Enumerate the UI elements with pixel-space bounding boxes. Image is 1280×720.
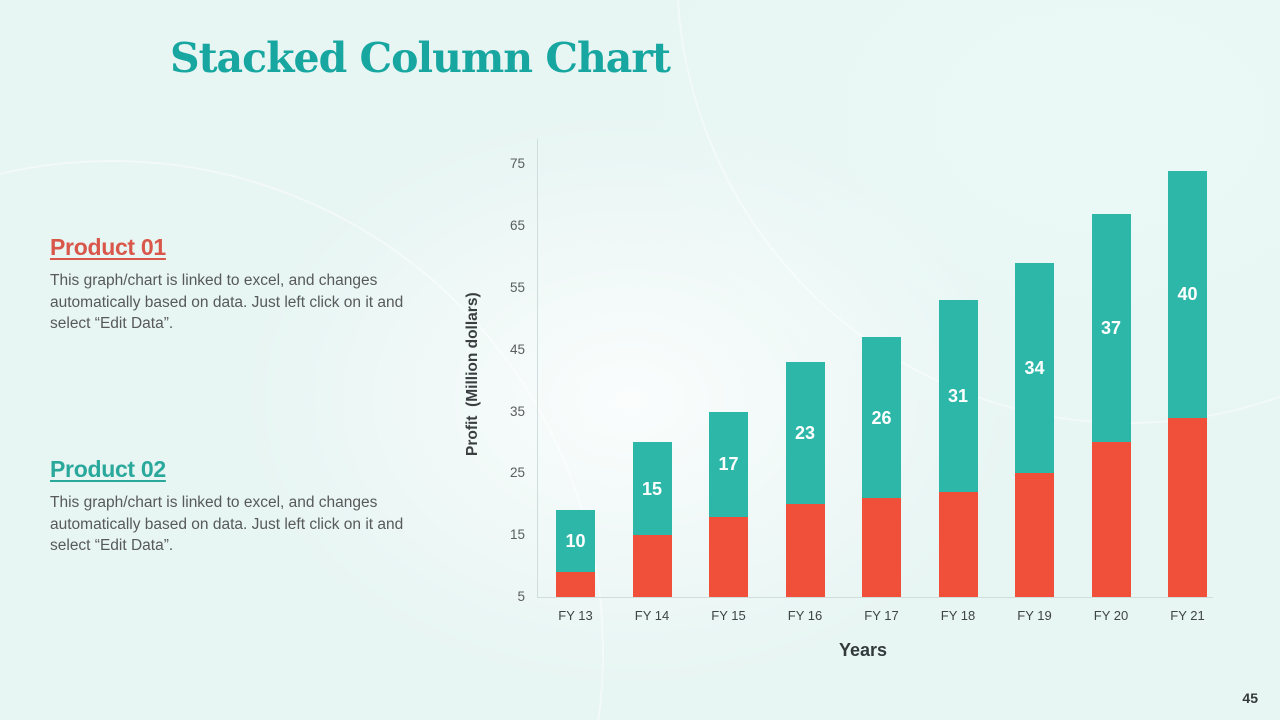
data-label: 34 — [1024, 358, 1045, 379]
y-tick-label: 5 — [517, 589, 525, 604]
category-label: FY 17 — [864, 608, 899, 623]
product-01-description: This graph/chart is linked to excel, and… — [50, 272, 404, 332]
category-label: FY 14 — [634, 608, 670, 623]
x-axis-line — [537, 597, 1213, 598]
data-label: 15 — [641, 478, 663, 499]
y-tick-label: 25 — [509, 465, 525, 481]
bar-segment-product-02 — [785, 362, 825, 505]
bar-segment-product-02 — [1168, 170, 1207, 418]
category-label: FY 21 — [1170, 608, 1205, 623]
y-axis-line — [537, 139, 538, 597]
bar-segment-product-02 — [1015, 263, 1054, 474]
category-label: FY 18 — [940, 608, 976, 623]
page-number: 45 — [1242, 690, 1258, 706]
bar-segment-product-02 — [938, 300, 978, 492]
bar-segment-product-01 — [632, 535, 672, 597]
bar-segment-product-01 — [938, 491, 978, 597]
data-label: 26 — [871, 407, 892, 428]
product-01-section: Product 01 This graph/chart is linked to… — [50, 234, 450, 335]
category-label: FY 19 — [1017, 608, 1052, 623]
y-tick-label: 55 — [509, 279, 525, 295]
data-label: 23 — [794, 423, 816, 444]
data-label: 17 — [718, 454, 739, 475]
bar-segment-product-01 — [862, 498, 901, 597]
y-tick-label: 75 — [509, 156, 525, 172]
x-axis-title: Years — [838, 640, 888, 660]
product-01-heading[interactable]: Product 01 — [50, 234, 166, 260]
bar-segment-product-02 — [1091, 213, 1131, 443]
page-title: Stacked Column Chart — [170, 34, 671, 82]
category-label: FY 16 — [787, 608, 823, 623]
category-label: FY 15 — [711, 608, 746, 623]
chart-plot[interactable]: 5 15 25 35 45 55 65 75 10 FY 13 15 FY 14 17 FY 15 23 FY… — [510, 139, 1213, 623]
y-tick-label: 65 — [509, 218, 525, 234]
product-02-description: This graph/chart is linked to excel, and… — [50, 494, 404, 554]
bar-segment-product-02 — [862, 337, 901, 499]
y-tick-label: 45 — [509, 341, 525, 357]
bar-segment-product-01 — [785, 504, 825, 597]
category-label: FY 13 — [558, 608, 593, 623]
bar-segment-product-01 — [1015, 473, 1054, 597]
bar-segment-product-01 — [556, 572, 595, 597]
category-label: FY 20 — [1093, 608, 1129, 623]
y-tick-label: 15 — [509, 527, 525, 543]
product-02-section: Product 02 This graph/chart is linked to… — [50, 456, 450, 557]
bar-segment-product-02 — [556, 510, 595, 573]
bar-segment-product-01 — [1091, 442, 1131, 597]
y-tick-label: 35 — [509, 403, 525, 419]
product-02-heading[interactable]: Product 02 — [50, 456, 166, 482]
data-label: 40 — [1177, 284, 1198, 305]
bar-segment-product-02 — [709, 411, 748, 517]
data-label: 10 — [565, 531, 586, 552]
bar-segment-product-01 — [1168, 417, 1207, 597]
bar-segment-product-01 — [709, 516, 748, 597]
data-label: 31 — [947, 386, 969, 407]
bar-segment-product-02 — [632, 442, 672, 536]
data-label: 37 — [1100, 318, 1122, 339]
